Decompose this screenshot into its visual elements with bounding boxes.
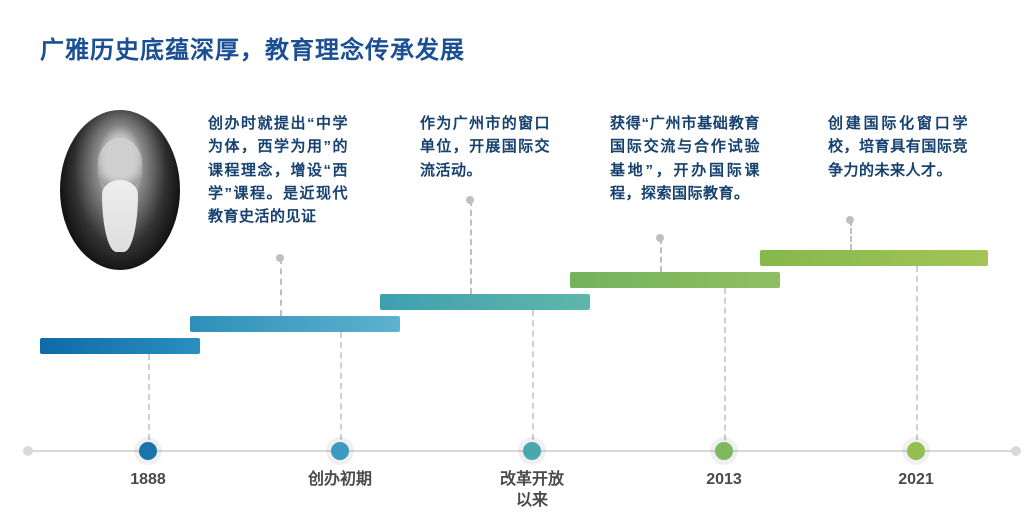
step-desc-s5: 创建国际化窗口学校，培育具有国际竞争力的未来人才。 <box>828 112 968 182</box>
axis-label-s1: 1888 <box>130 470 166 491</box>
axis-endcap <box>1011 446 1021 456</box>
step-bar-s2 <box>190 316 400 332</box>
drop-line-s4 <box>724 288 726 450</box>
axis-label-s3: 改革开放 以来 <box>500 470 564 512</box>
drop-line-s1 <box>148 354 150 450</box>
step-desc-s3: 作为广州市的窗口单位，开展国际交流活动。 <box>420 112 550 182</box>
axis-label-s2: 创办初期 <box>308 470 372 491</box>
step-bar-s3 <box>380 294 590 310</box>
axis-label-s4: 2013 <box>706 470 742 491</box>
drop-line-s5 <box>916 266 918 450</box>
axis-dot-s3 <box>523 442 541 460</box>
connector-s5 <box>850 220 852 250</box>
axis-label-s5: 2021 <box>898 470 934 491</box>
page-title: 广雅历史底蕴深厚，教育理念传承发展 <box>40 30 465 65</box>
connector-dot-s2 <box>276 254 284 262</box>
drop-line-s3 <box>532 310 534 450</box>
axis-endcap <box>23 446 33 456</box>
step-bar-s4 <box>570 272 780 288</box>
axis-dot-s5 <box>907 442 925 460</box>
step-bar-s1 <box>40 338 200 354</box>
drop-line-s2 <box>340 332 342 450</box>
step-desc-s4: 获得“广州市基础教育国际交流与合作试验基地”，开办国际课程，探索国际教育。 <box>610 112 760 205</box>
axis-dot-s4 <box>715 442 733 460</box>
step-bar-s5 <box>760 250 988 266</box>
axis-dot-s1 <box>139 442 157 460</box>
connector-s4 <box>660 238 662 272</box>
step-desc-s2: 创办时就提出“中学为体，西学为用”的课程理念，增设“西学”课程。是近现代教育史活… <box>208 112 348 228</box>
connector-dot-s5 <box>846 216 854 224</box>
connector-s2 <box>280 258 282 316</box>
axis-dot-s2 <box>331 442 349 460</box>
connector-s3 <box>470 200 472 294</box>
connector-dot-s4 <box>656 234 664 242</box>
connector-dot-s3 <box>466 196 474 204</box>
timeline: 1888 创办时就提出“中学为体，西学为用”的课程理念，增设“西学”课程。是近现代… <box>0 100 1032 530</box>
